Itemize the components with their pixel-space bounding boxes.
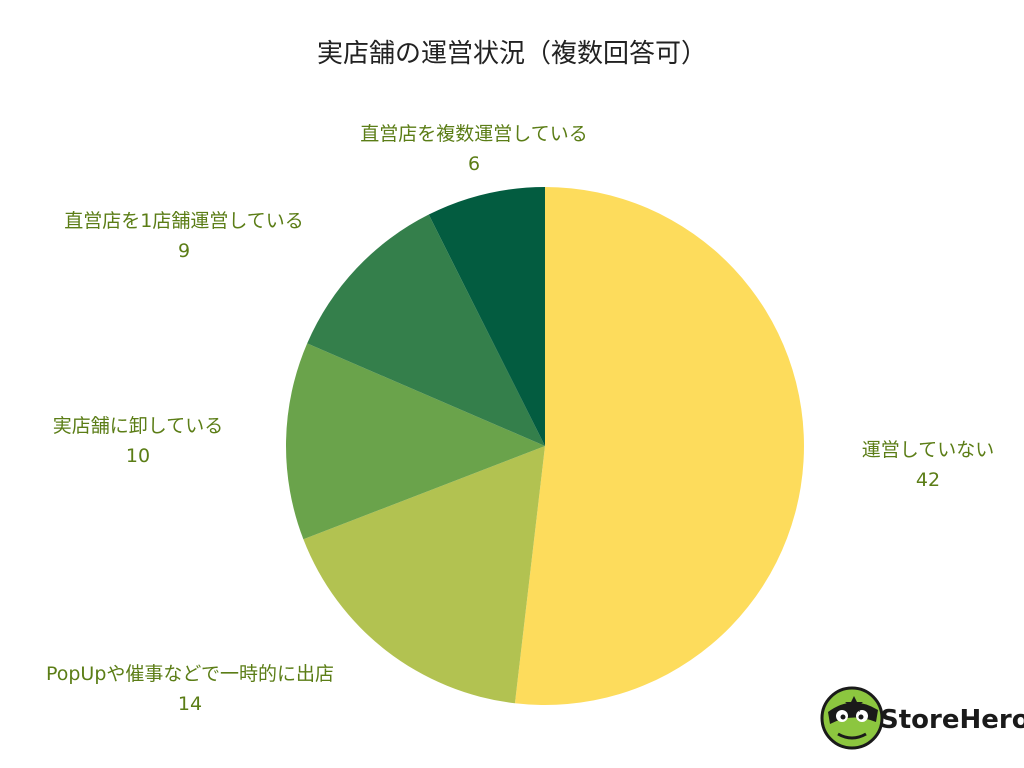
slice-label-4: 直営店を1店舗運営している	[64, 210, 304, 232]
pie-slice-2	[303, 446, 545, 704]
pie-slice-1	[514, 187, 804, 706]
pie-slice-3	[285, 343, 545, 540]
storehero-logo: StoreHero	[820, 686, 1024, 750]
slice-value-1: 42	[916, 469, 940, 491]
slice-label-3: 実店舗に卸している	[53, 415, 223, 437]
turtle-hero-mascot-icon	[820, 686, 884, 750]
slice-label-5: 直営店を複数運営している	[360, 123, 587, 145]
slice-label-1: 運営していない	[862, 439, 994, 461]
slice-label-2: PopUpや催事などで一時的に出店	[46, 663, 334, 685]
slice-value-4: 9	[178, 240, 190, 262]
slice-value-5: 6	[468, 153, 480, 175]
chart-title: 実店舗の運営状況（複数回答可）	[317, 39, 707, 69]
logo-text: StoreHero	[880, 705, 1024, 735]
pie-slice-5	[428, 187, 545, 446]
pie-slice-4	[307, 214, 545, 446]
pie-slices	[285, 187, 804, 706]
slice-value-2: 14	[178, 693, 202, 715]
slice-labels: 運営していない 42 PopUpや催事などで一時的に出店 14 実店舗に卸している 10 直…	[46, 123, 994, 715]
slice-value-3: 10	[126, 445, 150, 467]
